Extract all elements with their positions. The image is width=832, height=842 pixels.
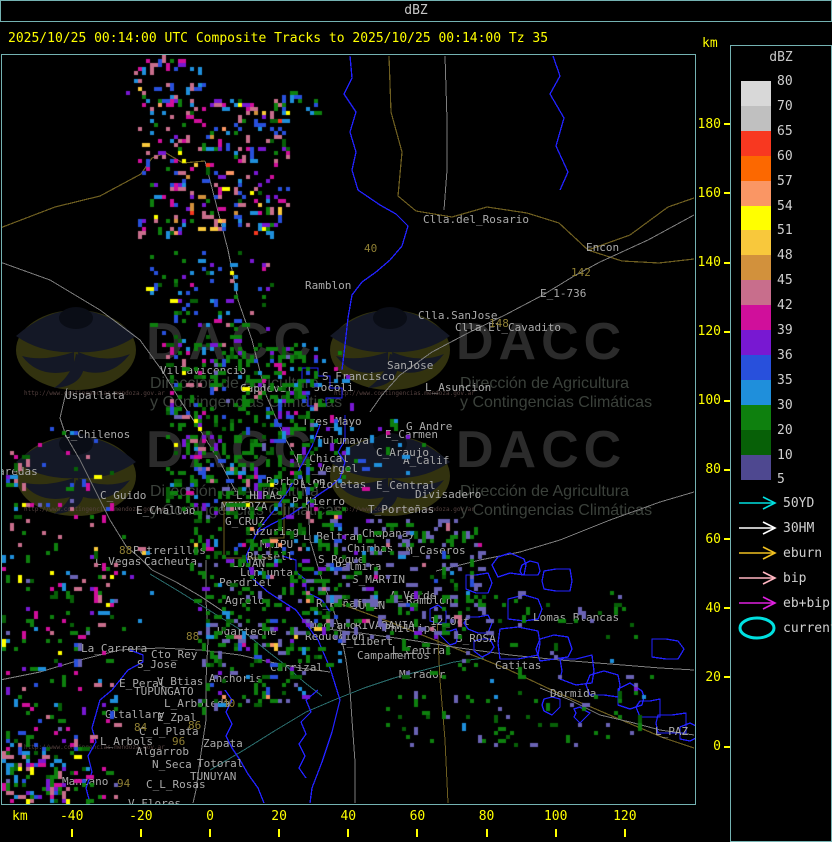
scale-label: 60 [777, 148, 793, 164]
x-tick-mark [485, 829, 488, 837]
scale-block-10 [741, 429, 771, 455]
radar-echo-canvas [2, 55, 695, 804]
scale-label: 80 [777, 74, 793, 89]
y-tick-20: 20 [695, 670, 732, 685]
scale-label: 42 [777, 298, 793, 314]
x-tick-40: 40 [340, 809, 357, 824]
legend-item-eb+bip: eb+bip [737, 591, 830, 615]
x-tick-60: 60 [409, 809, 426, 824]
y-tick-100: 100 [695, 393, 732, 408]
y-tick-60: 60 [695, 532, 732, 547]
x-tick-120: 120 [613, 809, 637, 824]
status-bar: 2025/10/25 00:14:00 UTC Composite Tracks… [0, 22, 832, 54]
x-tick-mark [347, 829, 350, 837]
x-tick-mark [416, 829, 419, 837]
scale-label: 51 [777, 223, 793, 239]
x-tick-mark [70, 829, 73, 837]
legend-item-current: current [737, 616, 832, 640]
scale-block-57 [741, 155, 771, 182]
scale-block-65 [741, 105, 771, 132]
legend-label: 50YD [783, 496, 815, 511]
x-tick-mark [139, 829, 142, 837]
scale-label: 48 [777, 248, 793, 264]
y-tick-160: 160 [695, 186, 732, 201]
top-title-label: dBZ [404, 3, 428, 18]
legend-label: bip [783, 571, 807, 586]
eb+bip-arrow-icon [739, 596, 777, 610]
scale-label: 20 [777, 422, 793, 438]
y-axis: 180 160 140 120 100 80 60 40 20 0 [695, 54, 732, 814]
scale-label: 30 [777, 397, 793, 413]
scale-label: 36 [777, 347, 793, 363]
legend-item-eburn: eburn [737, 541, 829, 565]
x-tick-20: 20 [271, 809, 287, 824]
scale-block-51 [741, 205, 771, 231]
x-tick-80: 80 [478, 809, 495, 824]
scale-label: 54 [777, 198, 793, 214]
x-tick-100: 100 [543, 809, 568, 824]
x-tick--40: -40 [59, 809, 84, 824]
y-axis-unit-label: km [702, 36, 718, 51]
x-axis: km -40 -20 0 20 40 60 80 100 120 [0, 803, 700, 842]
radar-map-content: DACCDACCDACCDACCDirección de Agricultura… [2, 55, 695, 804]
scale-block-35 [741, 354, 771, 381]
x-tick--20: -20 [129, 809, 153, 824]
50YD-arrow-icon [739, 496, 777, 510]
legend-item-30HM: 30HM [737, 516, 829, 540]
y-tick-0: 0 [695, 739, 732, 754]
scale-label: 5 [777, 472, 785, 488]
scale-label: 35 [777, 372, 793, 388]
current-ellipse-icon [738, 616, 776, 640]
legend-item-bip: bip [737, 566, 829, 590]
y-tick-40: 40 [695, 601, 732, 616]
scale-block-5 [741, 454, 771, 480]
scale-label: 39 [777, 323, 793, 338]
scale-block-48 [741, 230, 771, 256]
x-tick-mark [554, 829, 557, 837]
legend-label: eb+bip [783, 596, 830, 611]
scale-block-54 [741, 180, 771, 206]
x-tick-0: 0 [206, 809, 214, 824]
x-tick-mark [623, 829, 626, 837]
scale-block-70 [741, 81, 771, 107]
scale-block-36 [741, 330, 771, 356]
scale-block-45 [741, 255, 771, 281]
radar-map: DACCDACCDACCDACCDirección de Agricultura… [1, 54, 696, 805]
legend-label: eburn [783, 546, 823, 561]
scale-label: 70 [777, 98, 793, 114]
scale-title: dBZ [769, 50, 793, 65]
x-axis-unit-label: km [12, 809, 28, 824]
scale-label: 45 [777, 273, 793, 289]
scale-label: 65 [777, 123, 793, 139]
30HM-arrow-icon [739, 521, 777, 535]
bip-arrow-icon [739, 571, 777, 585]
scale-label: 10 [777, 447, 793, 463]
y-tick-140: 140 [695, 255, 732, 270]
y-tick-120: 120 [695, 324, 732, 339]
timestamp-title: 2025/10/25 00:14:00 UTC Composite Tracks… [8, 31, 549, 46]
x-tick-mark [209, 829, 211, 837]
y-tick-80: 80 [695, 462, 732, 477]
top-title-bar: dBZ [0, 0, 832, 22]
scale-block-30 [741, 379, 771, 406]
y-tick-180: 180 [695, 117, 732, 132]
scale-block-42 [741, 280, 771, 306]
legend-label: current [783, 621, 832, 636]
dbz-scale-panel: dBZ 80 70 65 60 57 54 51 48 45 42 39 36 35 30 20 10 5 50… [730, 45, 832, 842]
scale-block-39 [741, 305, 771, 331]
scale-block-20 [741, 404, 771, 431]
legend-item-50YD: 50YD [737, 491, 829, 515]
scale-label: 57 [777, 173, 793, 189]
legend-label: 30HM [783, 521, 815, 536]
scale-block-60 [741, 130, 771, 157]
x-tick-mark [278, 829, 281, 837]
eburn-arrow-icon [739, 546, 777, 560]
